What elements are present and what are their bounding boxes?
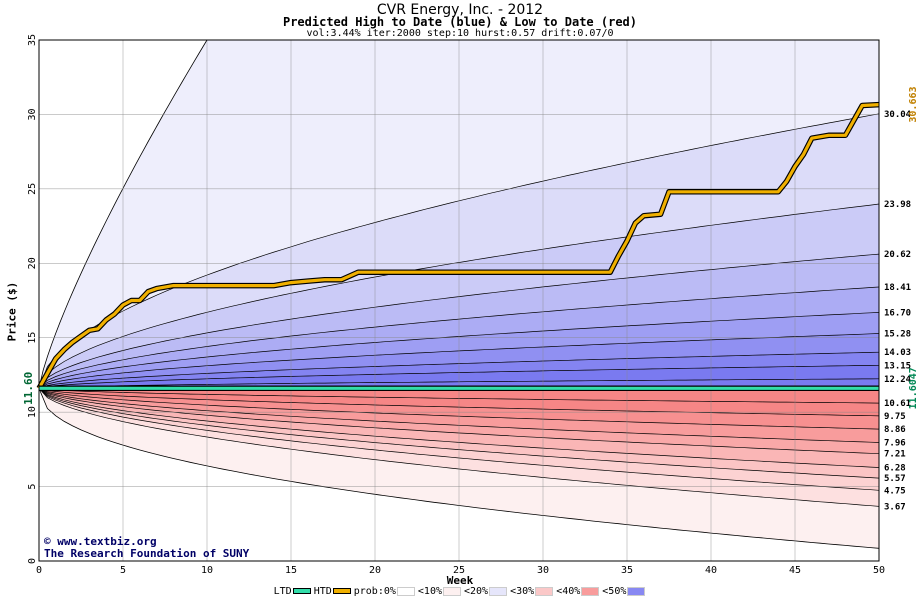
band-level-label: 30.04 — [884, 110, 912, 120]
legend-label: LTD — [273, 586, 292, 597]
x-tick-label: 25 — [453, 565, 465, 576]
band-level-label: 3.67 — [884, 502, 906, 512]
band-level-label: 14.03 — [884, 348, 911, 358]
credit-organization: The Research Foundation of SUNY — [44, 547, 250, 560]
x-tick-label: 15 — [285, 565, 297, 576]
x-tick-label: 30 — [537, 565, 549, 576]
legend-swatch — [292, 588, 311, 594]
x-tick-label: 5 — [120, 565, 126, 576]
legend-item: HTD — [314, 586, 352, 597]
legend-item: <20% — [464, 586, 508, 597]
y-tick-label: 20 — [27, 257, 38, 269]
band-level-label: 16.70 — [884, 308, 911, 318]
band-low-8 — [39, 388, 879, 507]
legend: LTD HTD prob:0% <10% <20% <30% <40% <50% — [0, 586, 920, 597]
legend-item: <30% — [510, 586, 554, 597]
band-low-5 — [39, 388, 879, 468]
legend-swatch — [581, 586, 600, 596]
band-level-label: 8.86 — [884, 425, 906, 435]
band-level-label: 4.75 — [884, 486, 906, 496]
band-level-label: 15.28 — [884, 330, 911, 340]
legend-swatch — [396, 586, 415, 596]
htd-end-label: 30.663 — [908, 86, 919, 122]
legend-label: <20% — [464, 586, 489, 597]
x-tick-label: 50 — [873, 565, 885, 576]
legend-swatch — [443, 586, 461, 596]
legend-item: <10% — [418, 586, 462, 597]
legend-label: HTD — [313, 586, 332, 597]
series-lines — [36, 101, 880, 392]
band-level-label: 9.75 — [884, 412, 906, 422]
x-tick-label: 35 — [621, 565, 633, 576]
legend-label: prob:0% — [353, 586, 396, 597]
x-axis-label: Week — [446, 574, 474, 587]
legend-label: <30% — [510, 586, 535, 597]
y-tick-label: 30 — [27, 108, 38, 120]
credit-website: © www.textbiz.org — [44, 535, 157, 548]
legend-swatch — [332, 588, 351, 594]
band-level-label: 7.21 — [884, 450, 906, 460]
legend-label: <40% — [556, 586, 581, 597]
band-level-label: 6.28 — [884, 464, 906, 474]
y-tick-label: 25 — [27, 183, 38, 195]
band-level-label: 10.61 — [884, 399, 911, 409]
band-level-label: 5.57 — [884, 474, 906, 484]
band-high-5 — [39, 287, 879, 389]
band-level-label: 20.62 — [884, 250, 911, 260]
x-tick-label: 45 — [789, 565, 801, 576]
chart-title: CVR Energy, Inc. - 2012 — [376, 2, 544, 18]
series-htd — [37, 103, 880, 390]
y-tick-label: 0 — [27, 558, 38, 564]
x-tick-label: 20 — [369, 565, 381, 576]
x-tick-label: 40 — [705, 565, 717, 576]
legend-swatch — [535, 586, 554, 596]
band-level-label: 12.24 — [884, 375, 912, 385]
band-high-6 — [39, 254, 879, 389]
legend-item: prob:0% — [354, 586, 416, 597]
legend-item: <50% — [602, 586, 646, 597]
ltd-end-label: 11.6047 — [908, 367, 919, 409]
legend-item: LTD — [274, 586, 312, 597]
band-level-label: 13.15 — [884, 361, 911, 371]
y-tick-label: 10 — [27, 406, 38, 418]
y-axis-label: Price ($) — [5, 281, 19, 342]
y-tick-label: 35 — [27, 34, 38, 46]
start-price-label: 11.60 — [22, 372, 35, 405]
band-low-4 — [39, 388, 879, 454]
legend-swatch — [627, 586, 646, 596]
band-level-label: 23.98 — [884, 200, 911, 210]
band-level-label: 7.96 — [884, 439, 906, 449]
legend-label: <50% — [602, 586, 627, 597]
chart-params: vol:3.44% iter:2000 step:10 hurst:0.57 d… — [306, 28, 614, 39]
y-tick-label: 5 — [27, 484, 38, 490]
band-low-3 — [39, 388, 879, 443]
legend-label: <10% — [417, 586, 442, 597]
legend-item: <40% — [556, 586, 600, 597]
chart-subtitle: Predicted High to Date (blue) & Low to D… — [282, 15, 637, 29]
band-level-label: 18.41 — [884, 283, 911, 293]
band-level-labels: 12.24 13.15 14.03 15.28 16.70 18.41 20.62 23.98… — [884, 86, 919, 512]
x-tick-label: 0 — [36, 565, 42, 576]
legend-swatch — [489, 586, 508, 596]
y-tick-label: 15 — [27, 332, 38, 344]
band-low-outer — [39, 388, 879, 549]
x-tick-label: 10 — [201, 565, 213, 576]
axis-tick-labels: 0 5 10 15 20 25 30 35 40 45 50 0 5 10 15 20 25 30 35 11.60 — [22, 34, 885, 576]
band-high-outer — [39, 40, 879, 389]
plot-frame — [38, 39, 880, 562]
